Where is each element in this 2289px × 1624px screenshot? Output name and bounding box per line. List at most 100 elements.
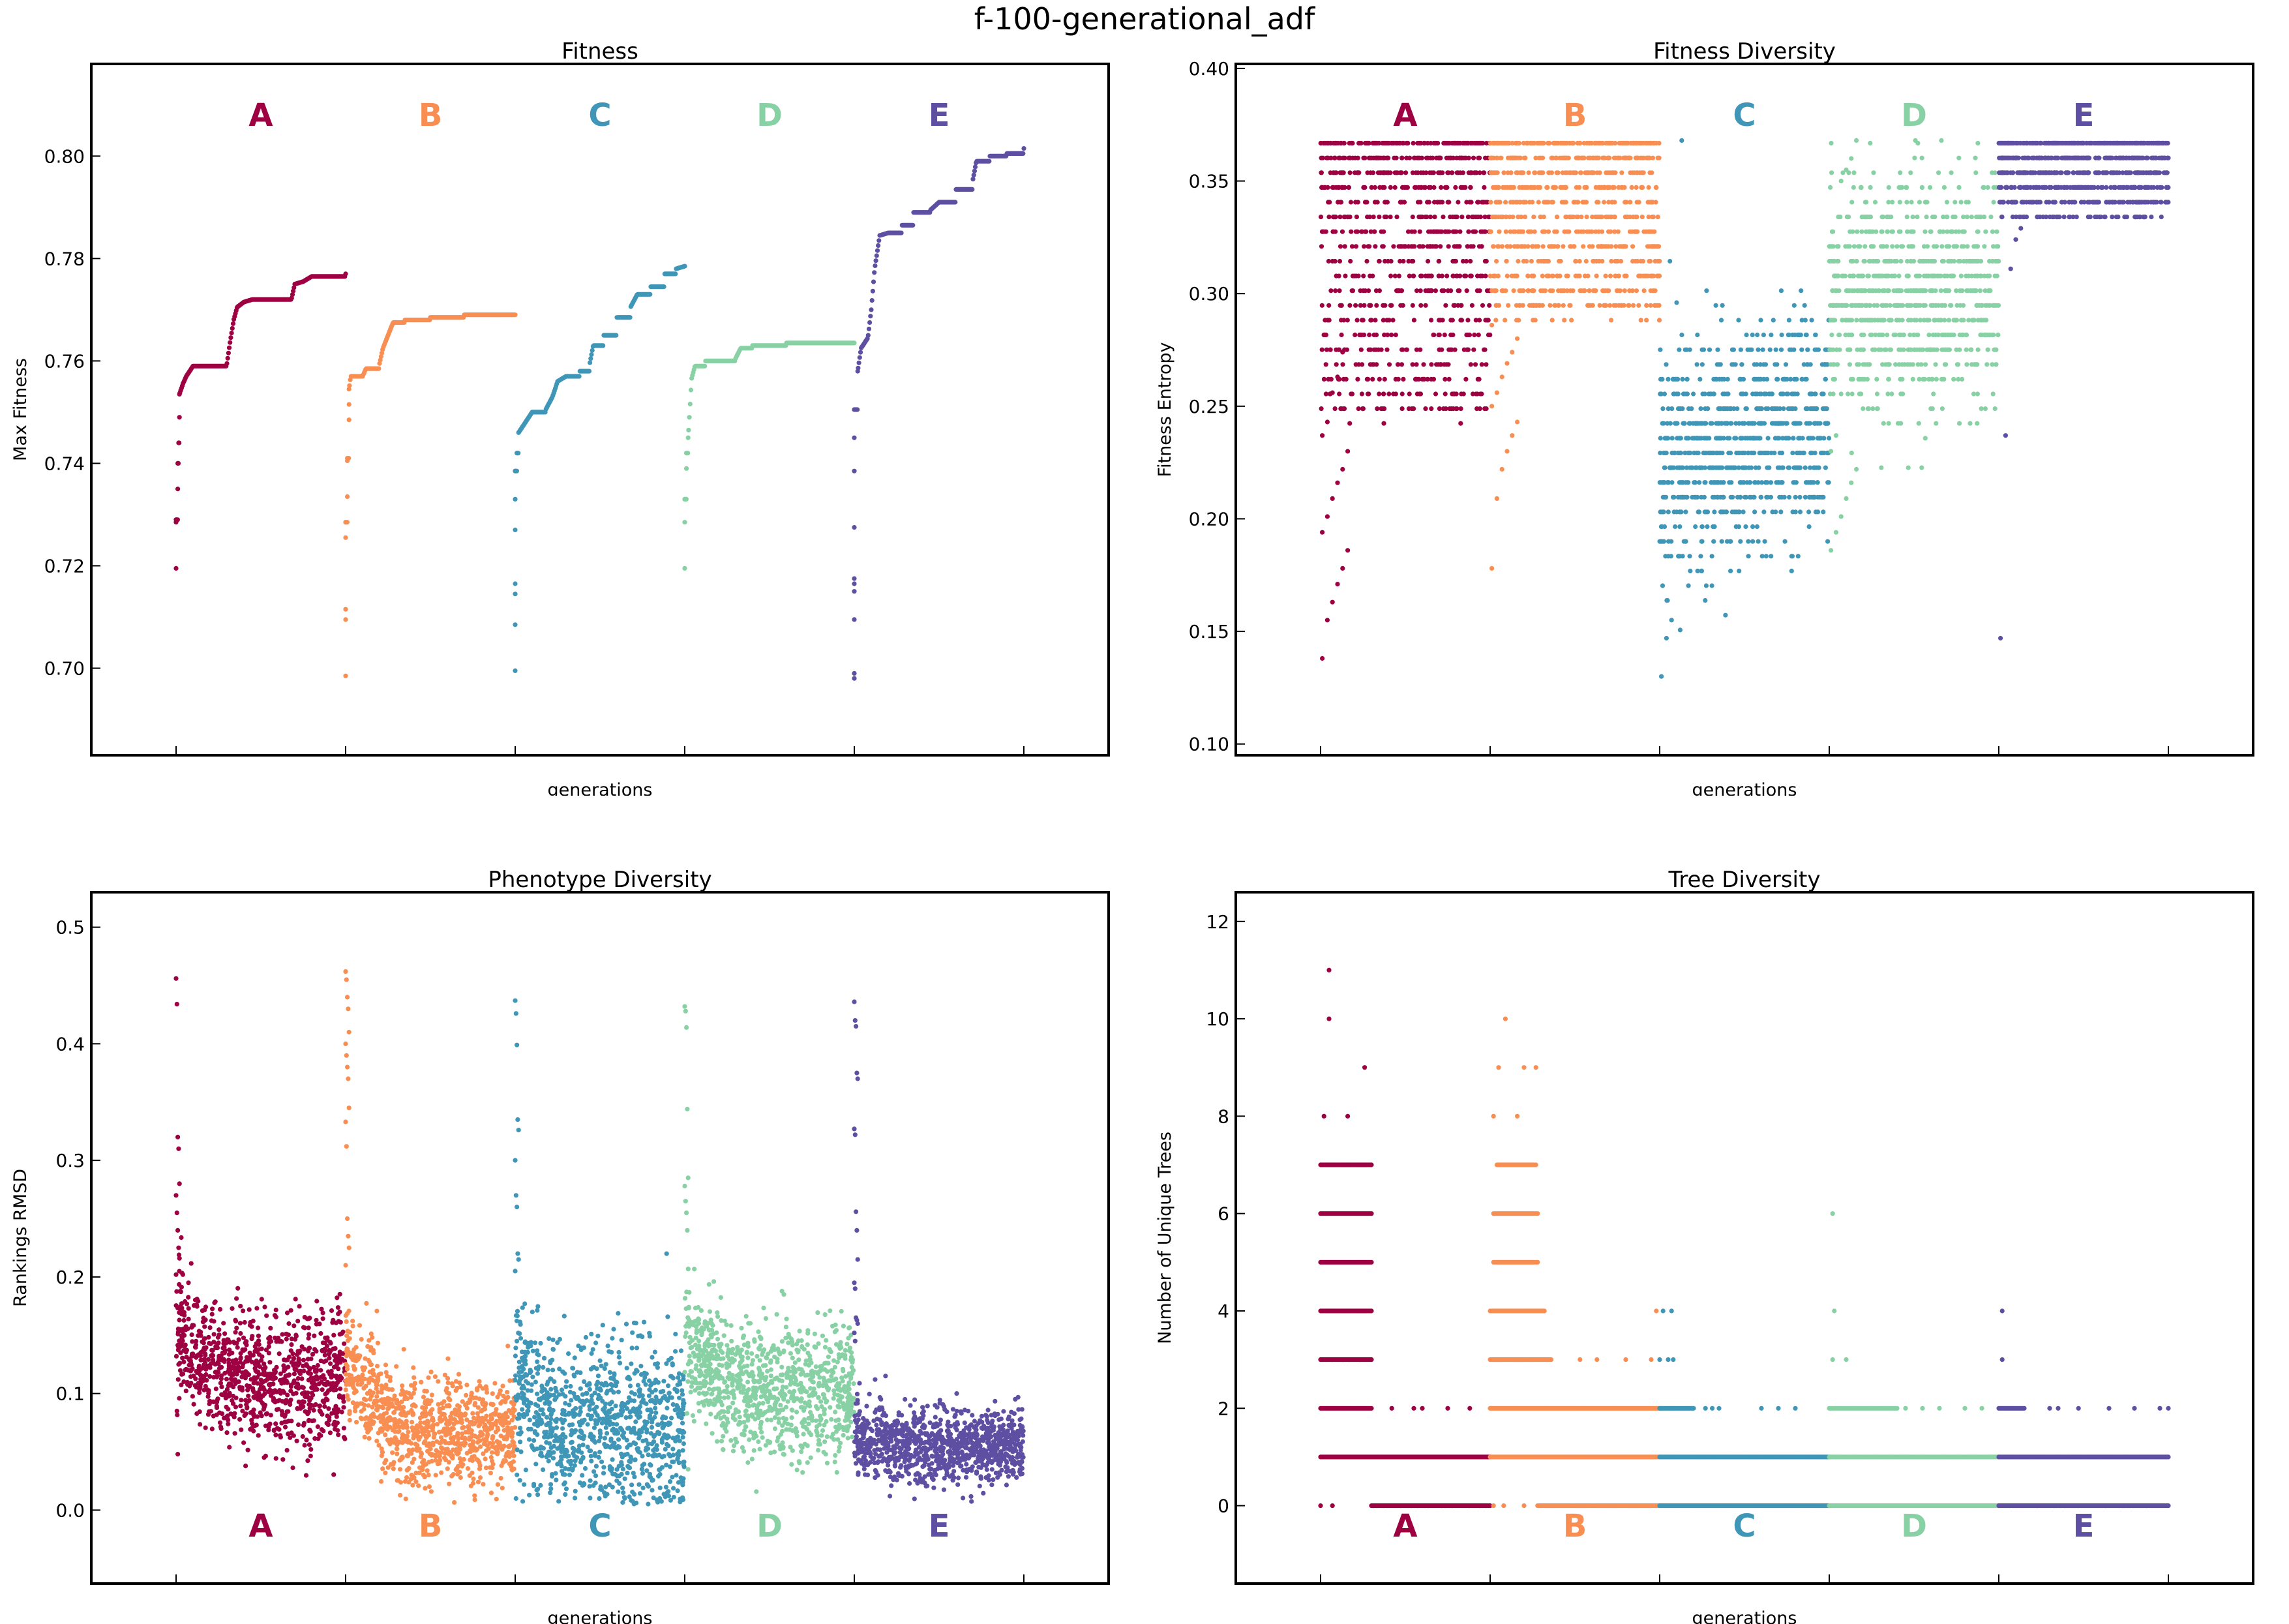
data-point-e <box>852 676 857 681</box>
data-point-a <box>1372 185 1377 190</box>
data-point-b <box>1647 229 1653 234</box>
data-point-c <box>1765 450 1770 456</box>
data-point-a <box>1333 288 1338 293</box>
data-point-e <box>910 222 916 228</box>
data-point-d <box>1881 288 1887 293</box>
data-point-d <box>687 415 692 420</box>
data-point-a <box>1411 155 1417 160</box>
data-point-d <box>1848 229 1853 234</box>
data-point-a <box>1319 185 1324 190</box>
data-point-a <box>1478 140 1484 146</box>
data-point-e <box>871 279 876 284</box>
data-point-b <box>1546 200 1551 205</box>
data-point-a <box>1362 303 1367 308</box>
data-point-d <box>1957 421 1962 426</box>
data-point-d <box>1946 318 1952 323</box>
data-point-a <box>1473 318 1478 323</box>
data-point-d <box>1868 185 1873 190</box>
data-point-b <box>1606 229 1611 234</box>
data-point-c <box>1669 436 1675 441</box>
data-point-a <box>1328 170 1333 175</box>
data-point-b <box>1549 273 1555 278</box>
data-point-c <box>1792 421 1797 426</box>
data-point-d <box>1834 347 1839 352</box>
data-point-c <box>1780 465 1785 470</box>
data-point-d <box>1932 258 1937 264</box>
data-point-b <box>1508 185 1514 190</box>
data-point-c <box>1729 480 1734 485</box>
data-point-d <box>1900 185 1905 190</box>
data-point-c <box>1821 436 1827 441</box>
data-point-d <box>1835 362 1840 367</box>
data-point-c <box>1774 362 1780 367</box>
data-point-c <box>1677 436 1683 441</box>
data-point-d <box>1830 303 1835 308</box>
data-point-d <box>1922 229 1928 234</box>
data-point-a <box>1398 244 1403 249</box>
data-point-b <box>1596 185 1602 190</box>
data-point-a <box>1440 200 1445 205</box>
data-point-a <box>1356 170 1362 175</box>
data-point-a <box>1437 155 1442 160</box>
data-point-c <box>1712 509 1717 515</box>
data-point-b <box>1593 229 1598 234</box>
data-point-d <box>1879 244 1884 249</box>
data-point-c <box>1799 288 1804 293</box>
data-point-a <box>1337 258 1343 264</box>
data-point-d <box>1833 433 1838 438</box>
data-point-b <box>1591 288 1596 293</box>
data-point-a <box>1471 244 1476 249</box>
segment-label-b: B <box>419 97 443 134</box>
data-point-a <box>1437 406 1442 412</box>
data-point-a <box>1349 244 1355 249</box>
data-point-c <box>1765 494 1771 500</box>
data-point-d <box>1936 303 1941 308</box>
data-point-d <box>1930 215 1936 220</box>
data-point-c <box>1717 436 1723 441</box>
data-point-b <box>1574 258 1579 264</box>
data-point-a <box>1450 170 1455 175</box>
data-point-a <box>1444 273 1450 278</box>
data-point-b <box>1608 215 1613 220</box>
data-point-e <box>875 248 880 253</box>
data-point-a <box>1394 155 1399 160</box>
data-point-a <box>1446 347 1452 352</box>
data-point-b <box>1634 288 1639 293</box>
data-point-d <box>1994 303 1999 308</box>
data-point-a <box>173 565 179 571</box>
data-point-a <box>1386 155 1391 160</box>
data-point-b <box>1603 273 1608 278</box>
data-point-a <box>1356 140 1362 146</box>
data-point-d <box>1836 244 1841 249</box>
data-point-c <box>1741 480 1746 485</box>
data-point-d <box>1872 318 1878 323</box>
data-point-e <box>876 238 882 243</box>
data-point-c <box>1729 347 1735 352</box>
data-point-d <box>1930 406 1935 412</box>
data-point-c <box>1669 450 1675 456</box>
data-point-b <box>1656 318 1662 323</box>
data-point-d <box>702 363 708 368</box>
data-point-d <box>1910 376 1915 382</box>
data-point-a <box>1411 273 1416 278</box>
data-point-c <box>1711 539 1716 544</box>
data-point-d <box>1969 215 1974 220</box>
data-point-c <box>1693 524 1698 530</box>
data-point-d <box>1859 215 1864 220</box>
data-point-c <box>1827 436 1832 441</box>
data-point-a <box>1432 215 1437 220</box>
data-point-a <box>1319 347 1324 352</box>
data-point-d <box>1982 332 1988 338</box>
data-point-d <box>1890 200 1895 205</box>
data-point-a <box>1400 303 1405 308</box>
data-point-c <box>1669 539 1674 544</box>
data-point-d <box>1865 273 1870 278</box>
data-point-c <box>1821 391 1826 397</box>
data-point-c <box>1759 421 1765 426</box>
data-point-c <box>1713 303 1718 308</box>
data-point-a <box>1479 362 1484 367</box>
data-point-b <box>1531 215 1536 220</box>
data-point-d <box>852 340 857 346</box>
data-point-a <box>1479 391 1484 397</box>
data-point-d <box>1827 347 1833 352</box>
